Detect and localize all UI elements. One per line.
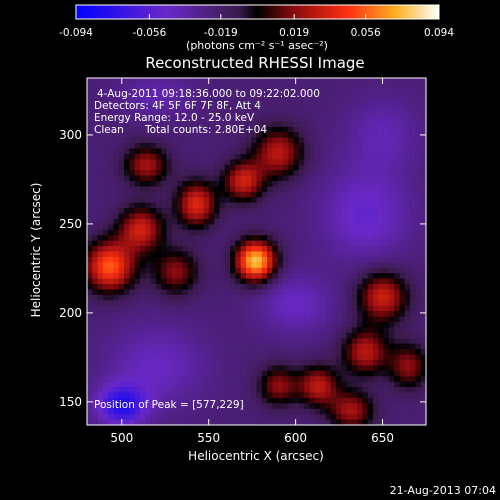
annotations: 4-Aug-2011 09:18:36.000 to 09:22:02.000 … <box>94 88 320 411</box>
annotation-method: Clean <box>94 124 124 136</box>
x-axis-label: Heliocentric X (arcsec) <box>188 449 324 463</box>
colorbar-units: (photons cm⁻² s⁻¹ asec⁻²) <box>186 39 328 52</box>
y-tick-label: 300 <box>59 128 82 142</box>
heatmap-image <box>87 78 426 425</box>
annotation-time-range: 4-Aug-2011 09:18:36.000 to 09:22:02.000 <box>97 88 320 100</box>
chart-title: Reconstructed RHESSI Image <box>145 54 364 72</box>
peak-position-label: Position of Peak = [577,229] <box>94 399 244 411</box>
annotation-detectors: Detectors: 4F 5F 6F 7F 8F, Att 4 <box>94 100 261 112</box>
colorbar-tick-label: 0.094 <box>424 27 454 39</box>
annotation-total-counts: Total counts: 2.80E+04 <box>144 124 267 136</box>
colorbar-tick-label: 0.056 <box>351 27 381 39</box>
colorbar-tick-labels: -0.094 -0.056 -0.019 0.019 0.056 0.094 <box>59 27 454 39</box>
colorbar: -0.094 -0.056 -0.019 0.019 0.056 0.094 (photo… <box>59 4 454 52</box>
plot-frame <box>86 77 427 426</box>
colorbar-tick-label: -0.094 <box>59 27 93 39</box>
colorbar-gradient <box>75 4 440 20</box>
x-tick-label: 550 <box>197 431 220 445</box>
plot-area: 500 550 600 650 150 200 250 300 <box>59 77 427 445</box>
annotation-energy-range: Energy Range: 12.0 - 25.0 keV <box>94 112 255 124</box>
colorbar-tick-label: -0.019 <box>204 27 238 39</box>
x-tick-label: 600 <box>284 431 307 445</box>
footer-date: 21-Aug-2013 07:04 <box>390 484 496 497</box>
colorbar-ticks <box>75 14 440 19</box>
y-tick-label: 200 <box>59 306 82 320</box>
colorbar-tick-label: -0.056 <box>132 27 166 39</box>
y-tick-label: 150 <box>59 395 82 409</box>
x-tick-label: 500 <box>110 431 133 445</box>
y-axis-label: Heliocentric Y (arcsec) <box>29 183 43 318</box>
x-axis-ticks: 500 550 600 650 <box>110 78 394 445</box>
y-tick-label: 250 <box>59 217 82 231</box>
y-axis-ticks: 150 200 250 300 <box>59 128 426 409</box>
colorbar-tick-label: 0.019 <box>279 27 309 39</box>
x-tick-label: 650 <box>371 431 394 445</box>
